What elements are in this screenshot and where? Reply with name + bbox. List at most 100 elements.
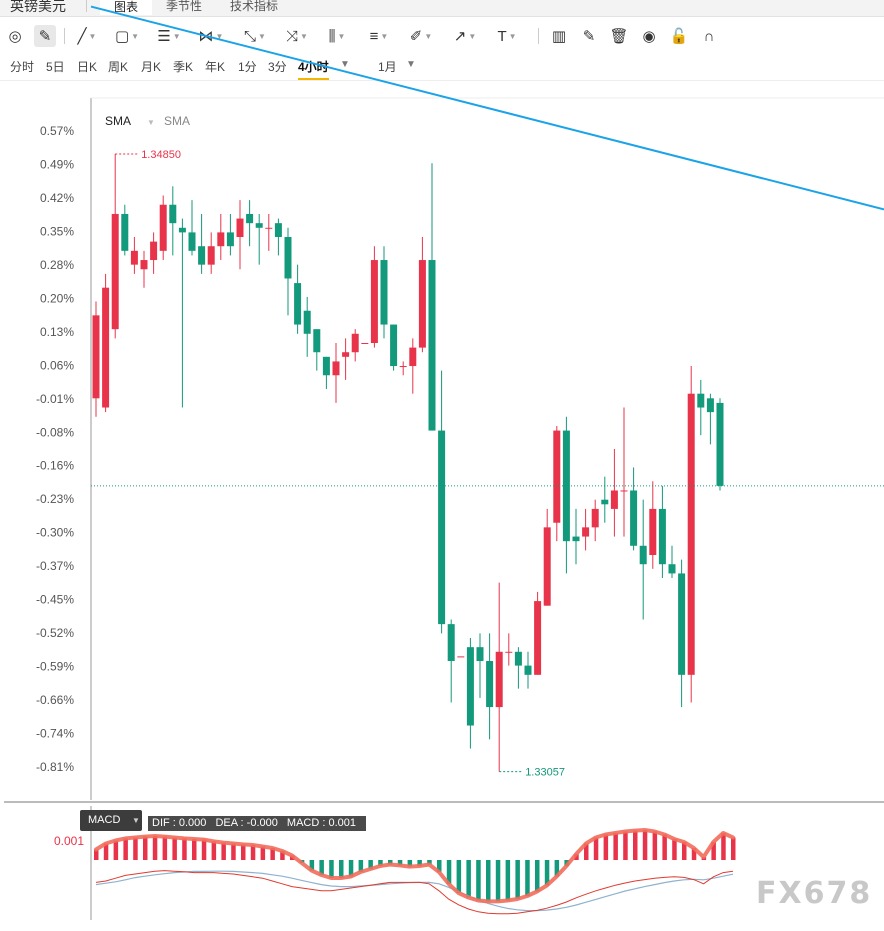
macd-bar bbox=[270, 848, 275, 860]
period-3[interactable]: 周K bbox=[108, 60, 129, 74]
candle-body bbox=[466, 647, 474, 726]
period-5[interactable]: 季K bbox=[173, 60, 194, 74]
candle bbox=[236, 200, 244, 270]
magnet-u-icon[interactable]: ∩ bbox=[703, 27, 715, 45]
candle bbox=[716, 398, 724, 491]
unlock-icon[interactable]: 🔓 bbox=[669, 28, 689, 45]
candle-body bbox=[591, 508, 599, 528]
macd-bar bbox=[446, 860, 452, 884]
macd-bar bbox=[731, 837, 736, 860]
fib-icon[interactable]: ≡ ▼ bbox=[369, 27, 389, 45]
macd-bar bbox=[143, 836, 148, 860]
y-tick-label: 0.20% bbox=[40, 291, 74, 305]
candle bbox=[217, 213, 225, 261]
candle-body bbox=[130, 250, 138, 265]
y-tick-label: -0.16% bbox=[36, 459, 74, 473]
candle bbox=[543, 508, 551, 606]
candle-body bbox=[380, 260, 388, 325]
chevron-down-icon: ▼ bbox=[88, 31, 97, 41]
macd-bar bbox=[172, 837, 177, 860]
candle bbox=[303, 296, 311, 357]
trash-icon[interactable]: 🗑 bbox=[609, 28, 629, 45]
candle-body bbox=[399, 366, 407, 368]
line-icon[interactable]: ╱ ▼ bbox=[77, 28, 97, 45]
candle bbox=[620, 407, 628, 537]
candle-body bbox=[428, 260, 436, 431]
macd-bar bbox=[662, 834, 667, 860]
period-7[interactable]: 1分 bbox=[238, 60, 257, 74]
period-selector: 分时 5日 日K 周K 月K 季K 年K 1分 3分 4小时 ▼ ▼ 1月 bbox=[0, 54, 884, 81]
candle bbox=[313, 329, 321, 371]
macd-signal-line bbox=[94, 828, 735, 904]
macd-axis-label: 0.001 bbox=[54, 834, 84, 848]
arrow-icon[interactable]: ↗ ▼ bbox=[453, 28, 477, 45]
period-6[interactable]: 年K bbox=[205, 60, 226, 74]
tab-seasonality[interactable]: 季节性 bbox=[166, 0, 203, 13]
candle-body bbox=[620, 490, 628, 492]
text-icon[interactable]: T ▼ bbox=[497, 27, 517, 45]
candle bbox=[409, 338, 417, 394]
divider bbox=[86, 0, 87, 12]
y-tick-label: -0.01% bbox=[36, 392, 74, 406]
edit-icon[interactable]: ✎ bbox=[582, 28, 596, 45]
macd-bar bbox=[535, 860, 540, 892]
macd-bar bbox=[211, 841, 217, 860]
candle-body bbox=[255, 223, 263, 228]
y-tick-label: -0.66% bbox=[36, 693, 74, 707]
eye-icon[interactable]: ◉ bbox=[642, 28, 656, 45]
period-1[interactable]: 5日 bbox=[46, 60, 65, 74]
candle-body bbox=[668, 564, 676, 574]
bar-chart-icon[interactable]: ▥ bbox=[551, 28, 567, 45]
candle bbox=[207, 232, 215, 274]
candle-body bbox=[150, 241, 158, 261]
range-selector[interactable]: 1月 bbox=[378, 60, 397, 74]
candle bbox=[121, 204, 129, 256]
candle-body bbox=[390, 324, 398, 367]
fork-icon[interactable]: ⤨ ▼ bbox=[286, 27, 308, 45]
chevron-down-icon: ▼ bbox=[468, 31, 477, 41]
range-caret-icon[interactable]: ▼ bbox=[406, 59, 416, 70]
brush-icon[interactable]: ✐ ▼ bbox=[409, 28, 433, 45]
macd-bar bbox=[123, 838, 128, 860]
candle bbox=[226, 213, 234, 256]
candle bbox=[610, 449, 618, 537]
candle bbox=[649, 481, 657, 569]
period-4[interactable]: 月K bbox=[141, 60, 162, 74]
more-periods-caret-icon[interactable]: ▼ bbox=[340, 59, 350, 70]
macd-bar bbox=[231, 843, 236, 860]
candle bbox=[524, 651, 532, 689]
candle bbox=[668, 545, 676, 579]
macd-bar bbox=[319, 860, 324, 875]
candle bbox=[678, 559, 686, 708]
sma-label: SMA bbox=[164, 114, 190, 128]
macd-selector[interactable]: MACD ▼ bbox=[80, 810, 142, 831]
period-2[interactable]: 日K bbox=[77, 60, 98, 74]
y-tick-label: 0.57% bbox=[40, 124, 74, 138]
macd-bar bbox=[486, 860, 491, 902]
bars-icon[interactable]: ⫼ ▼ bbox=[328, 27, 346, 45]
period-8[interactable]: 3分 bbox=[268, 60, 287, 74]
chevron-down-icon: ▼ bbox=[147, 118, 155, 127]
candle-body bbox=[649, 508, 657, 555]
candle-body bbox=[102, 287, 110, 408]
macd-bar bbox=[495, 860, 501, 902]
pencil-icon[interactable]: ✎ bbox=[34, 25, 56, 47]
tab-indicators[interactable]: 技术指标 bbox=[230, 0, 279, 13]
candle-body bbox=[284, 237, 292, 279]
macd-bar bbox=[162, 836, 168, 860]
macd-bar bbox=[221, 842, 226, 860]
macd-bar bbox=[642, 830, 648, 860]
macd-bar bbox=[554, 860, 560, 877]
horizontal-lines-icon[interactable]: ☰ ▼ bbox=[157, 28, 181, 45]
period-9[interactable]: 4小时 bbox=[298, 58, 329, 80]
candle bbox=[495, 582, 503, 772]
ray-icon[interactable]: ⤡ ▼ bbox=[244, 27, 266, 45]
candle-body bbox=[716, 402, 724, 486]
magnet-icon[interactable]: ◎ bbox=[8, 28, 22, 45]
macd-bar bbox=[368, 860, 373, 869]
rectangle-icon[interactable]: ▢ ▼ bbox=[114, 28, 140, 45]
chevron-down-icon: ▼ bbox=[300, 31, 308, 41]
period-0[interactable]: 分时 bbox=[10, 60, 35, 74]
candle bbox=[351, 329, 359, 362]
